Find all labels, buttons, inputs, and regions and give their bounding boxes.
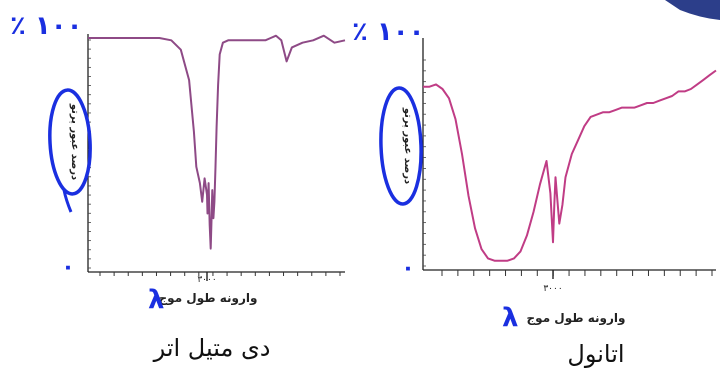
chart-1-x-tick-label: ۳۰۰۰ — [197, 275, 216, 285]
chart-1-ylabel-circle-tail — [62, 189, 73, 213]
chart-1-caption: دی متیل اتر — [153, 334, 271, 362]
chart-2-zero-annotation: ۰ — [401, 256, 414, 281]
chart-2-axes — [422, 38, 716, 279]
chart-2-lambda-annotation: λ — [502, 303, 518, 333]
chart-panel-1: ۳۰۰۰ وارونه طول موج درصد عبور پرتو ٪ ۱۰۰… — [10, 11, 346, 362]
chart-2-x-ticks — [441, 270, 713, 279]
chart-1-top-annotation: ٪ ۱۰۰ — [10, 11, 83, 41]
chart-1-x-ticks — [99, 272, 341, 281]
chart-2-series-line — [423, 69, 717, 262]
chart-1-ylabel-circle — [48, 88, 92, 196]
chart-1-lambda-annotation: λ — [148, 285, 164, 315]
chart-1-y-axis-title: درصد عبور پرتو — [69, 103, 80, 180]
chart-2-x-tick-label: ۳۰۰۰ — [543, 284, 562, 294]
chart-1-zero-annotation: ۰ — [61, 255, 74, 280]
chart-1-x-axis-title: وارونه طول موج — [159, 291, 258, 306]
chart-2-y-ticks — [423, 59, 426, 267]
chart-2-y-axis-title: درصد عبور پرتو — [402, 107, 413, 184]
chart-2-caption: اتانول — [567, 340, 624, 368]
chart-1-series-line — [88, 34, 346, 250]
chart-2-ylabel-circle — [379, 86, 423, 206]
chart-2-x-axis-title: وارونه طول موج — [527, 311, 626, 326]
chart-2-top-annotation: ٪ ۱۰۰ — [352, 17, 425, 47]
corner-ribbon — [665, 0, 720, 20]
chart-panel-2: ۳۰۰۰ وارونه طول موج درصد عبور پرتو ٪ ۱۰۰… — [352, 17, 717, 368]
